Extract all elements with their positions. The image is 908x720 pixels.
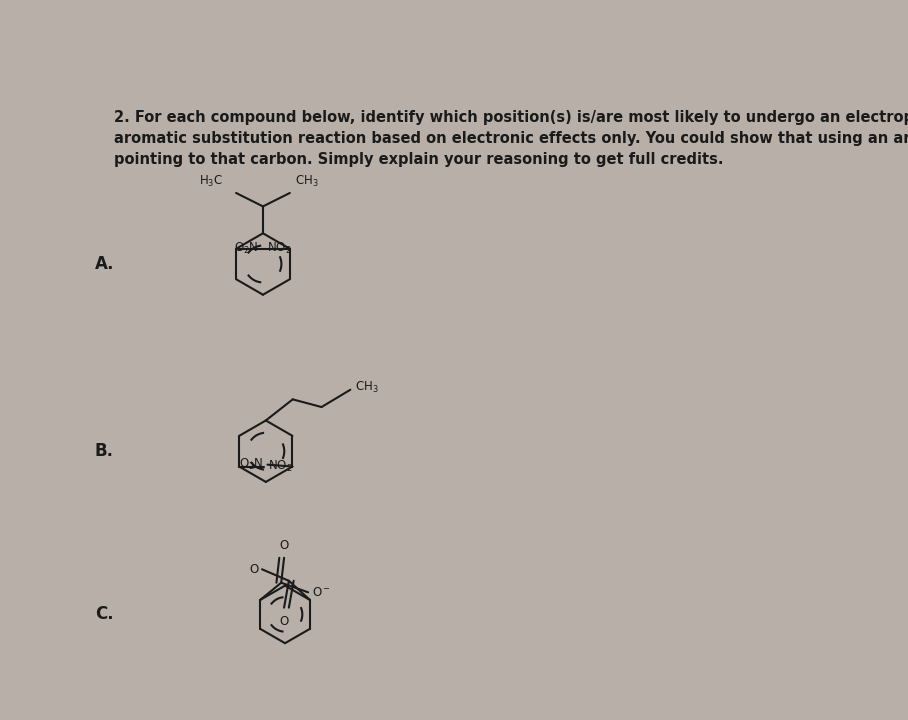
Text: $\mathregular{NO_2}$: $\mathregular{NO_2}$ bbox=[268, 459, 292, 474]
Text: O$^-$: O$^-$ bbox=[312, 586, 331, 599]
Text: $\mathregular{H_3C}$: $\mathregular{H_3C}$ bbox=[199, 174, 222, 189]
Text: O: O bbox=[249, 563, 258, 576]
Text: A.: A. bbox=[95, 255, 114, 273]
Text: $\mathregular{O_2N}$: $\mathregular{O_2N}$ bbox=[239, 457, 263, 472]
Text: O: O bbox=[280, 539, 289, 552]
Text: $\mathregular{CH_3}$: $\mathregular{CH_3}$ bbox=[355, 380, 379, 395]
Text: B.: B. bbox=[95, 442, 114, 460]
Text: 2. For each compound below, identify which position(s) is/are most likely to und: 2. For each compound below, identify whi… bbox=[114, 110, 908, 167]
Text: $\mathregular{O_2N}$: $\mathregular{O_2N}$ bbox=[234, 241, 259, 256]
Text: C.: C. bbox=[95, 606, 114, 624]
Text: $\mathregular{NO_2}$: $\mathregular{NO_2}$ bbox=[267, 241, 291, 256]
Text: $\mathregular{CH_3}$: $\mathregular{CH_3}$ bbox=[294, 174, 319, 189]
Text: O: O bbox=[280, 616, 289, 629]
